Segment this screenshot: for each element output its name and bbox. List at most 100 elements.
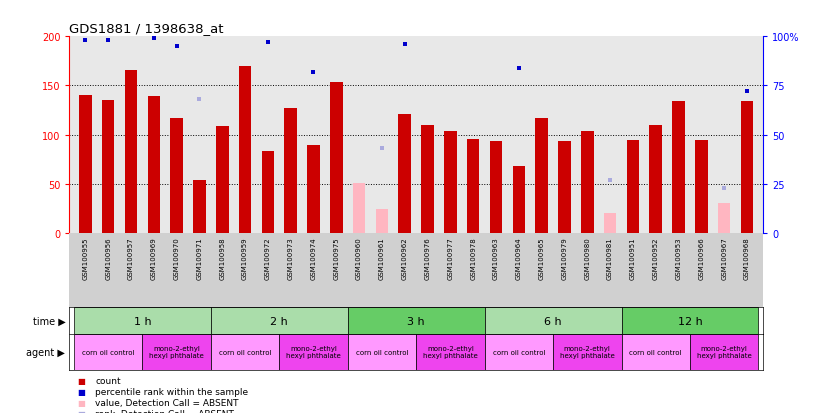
Text: GSM100965: GSM100965 bbox=[539, 237, 544, 280]
Text: GSM100955: GSM100955 bbox=[82, 237, 88, 280]
Text: GSM100966: GSM100966 bbox=[698, 237, 704, 280]
Bar bbox=[695, 141, 707, 233]
Text: 2 h: 2 h bbox=[270, 316, 288, 326]
Text: GSM100968: GSM100968 bbox=[744, 237, 750, 280]
Text: GSM100957: GSM100957 bbox=[128, 237, 134, 280]
Bar bbox=[416, 335, 485, 370]
Text: GDS1881 / 1398638_at: GDS1881 / 1398638_at bbox=[69, 22, 224, 35]
Text: GSM100979: GSM100979 bbox=[561, 237, 567, 280]
Text: 6 h: 6 h bbox=[544, 316, 562, 326]
Bar bbox=[102, 101, 114, 233]
Bar bbox=[490, 142, 503, 233]
Text: mono-2-ethyl
hexyl phthalate: mono-2-ethyl hexyl phthalate bbox=[423, 346, 477, 358]
Bar bbox=[485, 335, 553, 370]
Bar bbox=[353, 183, 366, 233]
Bar bbox=[307, 146, 320, 233]
Bar bbox=[74, 308, 211, 335]
Text: GSM100960: GSM100960 bbox=[356, 237, 362, 280]
Bar bbox=[285, 109, 297, 233]
Text: mono-2-ethyl
hexyl phthalate: mono-2-ethyl hexyl phthalate bbox=[697, 346, 752, 358]
Bar bbox=[467, 139, 480, 233]
Text: corn oil control: corn oil control bbox=[629, 349, 682, 355]
Bar bbox=[485, 308, 622, 335]
Text: mono-2-ethyl
hexyl phthalate: mono-2-ethyl hexyl phthalate bbox=[149, 346, 204, 358]
Text: GSM100969: GSM100969 bbox=[151, 237, 157, 280]
Text: GSM100972: GSM100972 bbox=[265, 237, 271, 280]
Text: GSM100977: GSM100977 bbox=[447, 237, 454, 280]
Text: GSM100961: GSM100961 bbox=[379, 237, 385, 280]
Bar bbox=[553, 335, 622, 370]
Bar bbox=[622, 335, 690, 370]
Text: corn oil control: corn oil control bbox=[82, 349, 135, 355]
Text: ■: ■ bbox=[78, 376, 86, 385]
Bar bbox=[398, 115, 411, 233]
Text: corn oil control: corn oil control bbox=[219, 349, 271, 355]
Bar bbox=[604, 214, 616, 233]
Text: corn oil control: corn oil control bbox=[356, 349, 408, 355]
Bar bbox=[193, 180, 206, 233]
Text: 3 h: 3 h bbox=[407, 316, 425, 326]
Bar bbox=[627, 141, 639, 233]
Bar bbox=[348, 335, 416, 370]
Bar bbox=[148, 97, 160, 233]
Text: GSM100953: GSM100953 bbox=[676, 237, 681, 280]
Text: percentile rank within the sample: percentile rank within the sample bbox=[95, 387, 249, 396]
Bar bbox=[558, 142, 570, 233]
Text: GSM100980: GSM100980 bbox=[584, 237, 590, 280]
Text: GSM100976: GSM100976 bbox=[424, 237, 431, 280]
Text: value, Detection Call = ABSENT: value, Detection Call = ABSENT bbox=[95, 398, 239, 407]
Bar bbox=[330, 83, 343, 233]
Text: ■: ■ bbox=[78, 398, 86, 407]
Text: GSM100964: GSM100964 bbox=[516, 237, 521, 280]
Text: time ▶: time ▶ bbox=[33, 316, 65, 326]
Text: GSM100981: GSM100981 bbox=[607, 237, 613, 280]
Bar bbox=[211, 308, 348, 335]
Bar bbox=[690, 335, 758, 370]
Text: GSM100958: GSM100958 bbox=[220, 237, 225, 280]
Bar bbox=[718, 204, 730, 233]
Bar bbox=[171, 119, 183, 233]
Text: ■: ■ bbox=[78, 409, 86, 413]
Text: mono-2-ethyl
hexyl phthalate: mono-2-ethyl hexyl phthalate bbox=[560, 346, 614, 358]
Bar bbox=[239, 66, 251, 233]
Text: count: count bbox=[95, 376, 121, 385]
Bar bbox=[348, 308, 485, 335]
Text: ■: ■ bbox=[78, 387, 86, 396]
Bar bbox=[672, 102, 685, 233]
Text: agent ▶: agent ▶ bbox=[26, 347, 65, 357]
Bar bbox=[279, 335, 348, 370]
Text: GSM100967: GSM100967 bbox=[721, 237, 727, 280]
Bar bbox=[125, 71, 137, 233]
Bar bbox=[535, 119, 548, 233]
Text: GSM100975: GSM100975 bbox=[333, 237, 339, 280]
Text: GSM100963: GSM100963 bbox=[493, 237, 499, 280]
Text: GSM100970: GSM100970 bbox=[174, 237, 180, 280]
Text: GSM100971: GSM100971 bbox=[197, 237, 202, 280]
Bar bbox=[74, 335, 142, 370]
Text: GSM100978: GSM100978 bbox=[470, 237, 477, 280]
Text: 1 h: 1 h bbox=[134, 316, 151, 326]
Text: mono-2-ethyl
hexyl phthalate: mono-2-ethyl hexyl phthalate bbox=[286, 346, 341, 358]
Bar bbox=[650, 126, 662, 233]
Bar bbox=[211, 335, 279, 370]
Text: GSM100962: GSM100962 bbox=[401, 237, 408, 280]
Text: rank, Detection Call = ABSENT: rank, Detection Call = ABSENT bbox=[95, 409, 234, 413]
Text: GSM100973: GSM100973 bbox=[288, 237, 294, 280]
Text: corn oil control: corn oil control bbox=[493, 349, 545, 355]
Text: GSM100951: GSM100951 bbox=[630, 237, 636, 280]
Bar bbox=[262, 152, 274, 233]
Bar bbox=[142, 335, 211, 370]
Bar bbox=[741, 102, 753, 233]
Bar bbox=[421, 126, 434, 233]
Bar bbox=[79, 96, 91, 233]
Bar bbox=[581, 131, 593, 233]
Bar bbox=[375, 210, 388, 233]
Text: GSM100959: GSM100959 bbox=[242, 237, 248, 280]
Bar bbox=[622, 308, 758, 335]
Text: 12 h: 12 h bbox=[677, 316, 703, 326]
Text: GSM100956: GSM100956 bbox=[105, 237, 111, 280]
Bar bbox=[216, 126, 228, 233]
Text: GSM100952: GSM100952 bbox=[653, 237, 659, 280]
Bar bbox=[512, 166, 526, 233]
Bar bbox=[444, 131, 457, 233]
